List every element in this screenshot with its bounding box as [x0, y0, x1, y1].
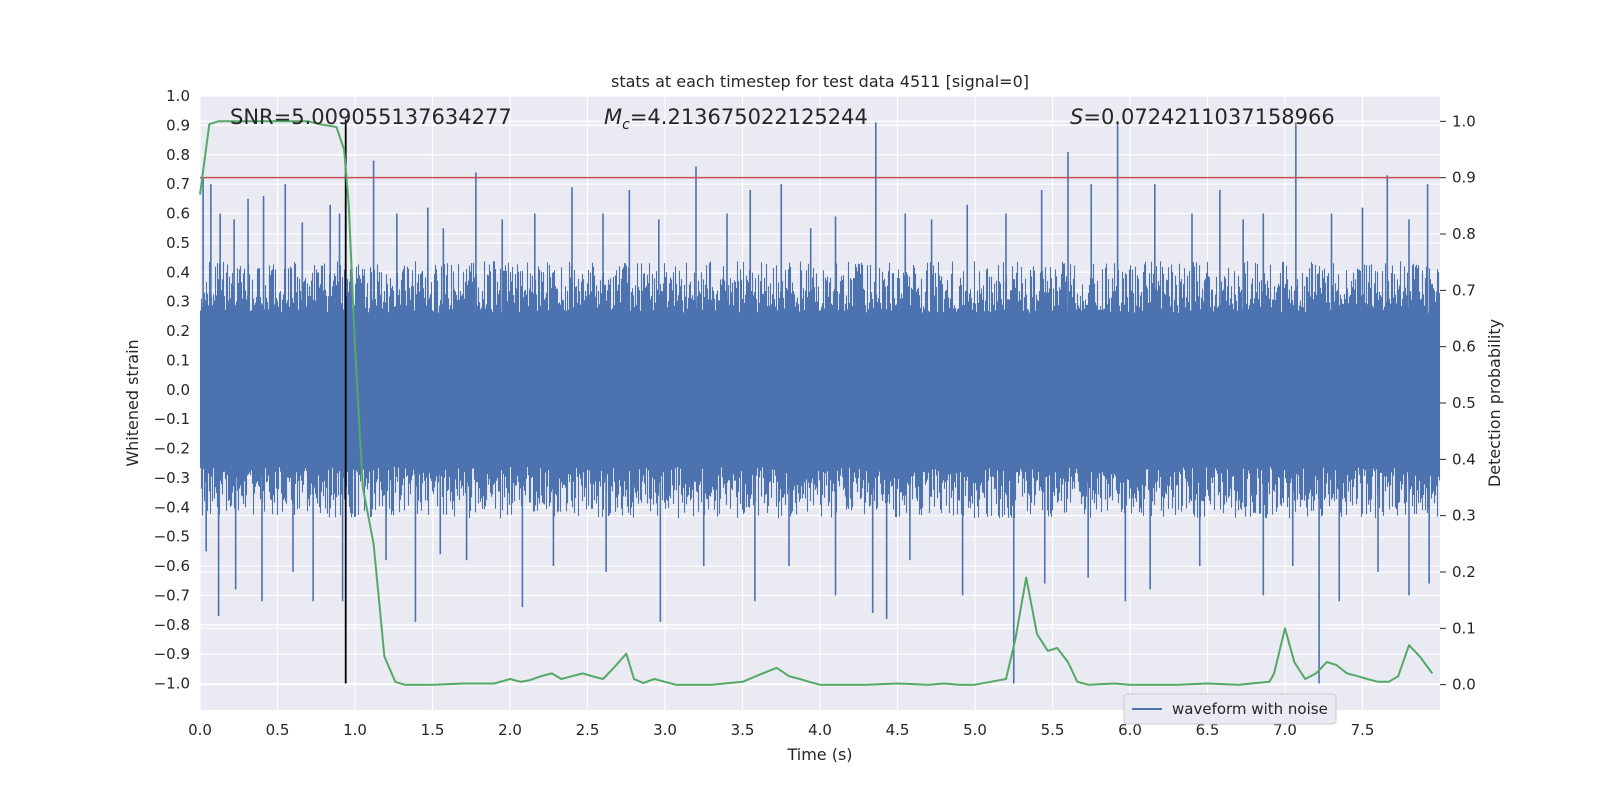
y-tick-label: 0.2: [166, 322, 190, 340]
x-axis-label: Time (s): [786, 745, 852, 764]
y-tick-label: 1.0: [166, 87, 190, 105]
x-tick-label: 7.5: [1351, 721, 1375, 739]
chirp-mass-subscript: c: [622, 117, 630, 133]
line-layer: [199, 119, 1440, 686]
y2-tick-label: 0.8: [1452, 225, 1476, 243]
y2-tick-label: 0.4: [1452, 450, 1476, 468]
y2-tick-label: 0.5: [1452, 394, 1476, 412]
y-tick-label: −0.5: [154, 528, 190, 546]
chirp-mass-symbol: M: [604, 105, 622, 129]
y-tick-label: −0.2: [154, 440, 190, 458]
waveform-noise-band: [199, 261, 1441, 519]
y2-tick-label: 1.0: [1452, 112, 1476, 130]
y2-tick-label: 0.6: [1452, 338, 1476, 356]
statistic-value: =0.0724211037158966: [1083, 105, 1334, 129]
y-tick-label: −0.1: [154, 410, 190, 428]
y-tick-label: −0.9: [154, 645, 190, 663]
y-tick-label: −0.6: [154, 557, 190, 575]
y2-tick-label: 0.0: [1452, 676, 1476, 694]
y-tick-label: 0.0: [166, 381, 190, 399]
y2-tick-label: 0.2: [1452, 563, 1476, 581]
y2-tick-label: 0.9: [1452, 169, 1476, 187]
y-tick-label: −1.0: [154, 675, 190, 693]
y-tick-label: 0.1: [166, 351, 190, 369]
x-tick-label: 4.5: [886, 721, 910, 739]
x-tick-label: 1.0: [343, 721, 367, 739]
y2-tick-label: 0.1: [1452, 619, 1476, 637]
y2-axis-label: Detection probability: [1485, 319, 1504, 487]
y2-tick-label: 0.3: [1452, 507, 1476, 525]
y2-tick-label: 0.7: [1452, 281, 1476, 299]
x-tick-label: 5.0: [963, 721, 987, 739]
detection-probability-line: [199, 120, 1434, 686]
y-tick-label: 0.5: [166, 234, 190, 252]
x-tick-label: 3.0: [653, 721, 677, 739]
y-tick-label: 0.9: [166, 116, 190, 134]
y-tick-label: 0.4: [166, 263, 190, 281]
x-tick-label: 2.5: [576, 721, 600, 739]
y-tick-label: 0.6: [166, 205, 190, 223]
x-tick-label: 3.5: [731, 721, 755, 739]
y-tick-label: 0.8: [166, 146, 190, 164]
y-tick-label: −0.7: [154, 586, 190, 604]
x-tick-label: 4.0: [808, 721, 832, 739]
chart-title: stats at each timestep for test data 451…: [611, 72, 1029, 91]
legend-entry-waveform: waveform with noise: [1172, 700, 1328, 718]
statistic-annotation: S=0.0724211037158966: [1070, 105, 1335, 129]
y-tick-label: 0.3: [166, 293, 190, 311]
x-tick-label: 5.5: [1041, 721, 1065, 739]
legend: waveform with noise: [1123, 693, 1337, 725]
x-tick-label: 0.5: [266, 721, 290, 739]
y-tick-label: 0.7: [166, 175, 190, 193]
x-tick-label: 1.5: [421, 721, 445, 739]
x-tick-label: 2.0: [498, 721, 522, 739]
y-tick-label: −0.8: [154, 616, 190, 634]
waveform-series: [199, 122, 1441, 684]
x-tick-label: 7.0: [1273, 721, 1297, 739]
y-tick-label: −0.3: [154, 469, 190, 487]
legend-box: [1123, 693, 1337, 725]
y-axis-label: Whitened strain: [123, 339, 142, 466]
statistic-symbol: S: [1070, 105, 1083, 129]
y-tick-label: −0.4: [154, 498, 190, 516]
x-tick-label: 0.0: [188, 721, 212, 739]
chirp-mass-value: =4.213675022125244: [630, 105, 868, 129]
x-tick-label: 6.0: [1118, 721, 1142, 739]
x-tick-label: 6.5: [1196, 721, 1220, 739]
snr-annotation: SNR=5.009055137634277: [230, 105, 512, 129]
chirp-mass-annotation: Mc=4.213675022125244: [604, 105, 868, 133]
ticks: 0.0 0.5 1.0 1.5 2.0 2.5 3.0 3.5 4.0 4.5 5.0 5.5 6.0 6…: [154, 87, 1476, 739]
